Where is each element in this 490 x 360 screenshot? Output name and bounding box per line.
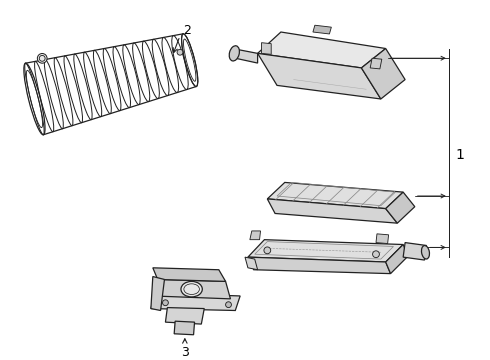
Text: 3: 3: [181, 346, 189, 359]
Polygon shape: [248, 240, 403, 262]
Polygon shape: [362, 49, 405, 99]
Polygon shape: [250, 231, 261, 240]
Polygon shape: [403, 243, 426, 260]
Ellipse shape: [229, 46, 240, 61]
Polygon shape: [232, 49, 258, 63]
Text: 1: 1: [456, 148, 465, 162]
Polygon shape: [386, 244, 408, 274]
Polygon shape: [258, 32, 386, 68]
Polygon shape: [313, 25, 331, 34]
Polygon shape: [151, 293, 240, 310]
Polygon shape: [166, 307, 204, 324]
Polygon shape: [262, 43, 271, 54]
Ellipse shape: [181, 282, 202, 297]
Ellipse shape: [421, 246, 429, 259]
Polygon shape: [248, 257, 391, 274]
Polygon shape: [376, 234, 389, 244]
Polygon shape: [151, 276, 165, 310]
Polygon shape: [268, 199, 397, 223]
Ellipse shape: [177, 49, 183, 55]
Polygon shape: [245, 257, 258, 270]
Ellipse shape: [37, 54, 47, 63]
Ellipse shape: [225, 302, 231, 307]
Polygon shape: [174, 321, 195, 335]
Polygon shape: [153, 279, 230, 299]
Polygon shape: [386, 192, 415, 223]
Ellipse shape: [264, 247, 270, 254]
Polygon shape: [370, 58, 382, 69]
Text: 2: 2: [183, 24, 191, 37]
Polygon shape: [153, 268, 225, 282]
Ellipse shape: [372, 251, 379, 258]
Ellipse shape: [163, 300, 169, 306]
Polygon shape: [258, 53, 381, 99]
Polygon shape: [268, 183, 403, 208]
